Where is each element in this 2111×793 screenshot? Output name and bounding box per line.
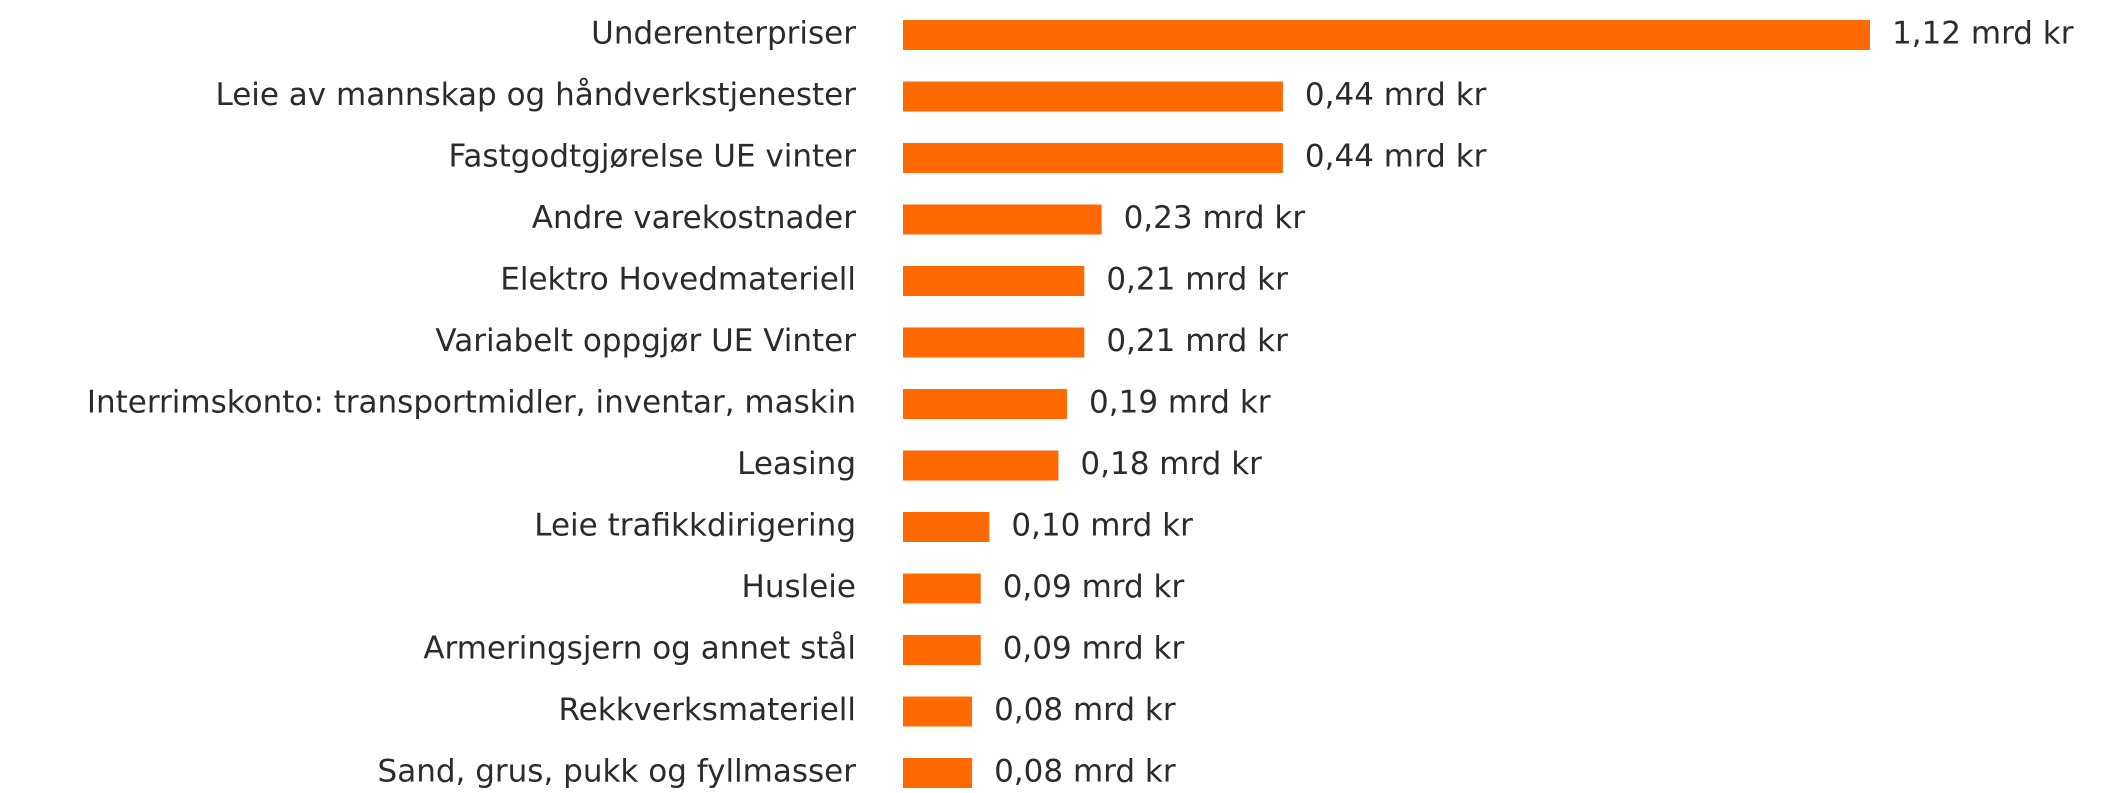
category-label: Husleie [742, 569, 856, 605]
bar [903, 512, 990, 542]
bar [903, 573, 981, 604]
category-label: Fastgodtgjørelse UE vinter [448, 139, 856, 175]
category-label: Underenterpriser [591, 16, 856, 52]
value-label: 0,44 mrd kr [1305, 77, 1487, 113]
value-label: 0,18 mrd kr [1080, 446, 1262, 482]
value-label: 0,10 mrd kr [1011, 508, 1193, 544]
value-label: 0,23 mrd kr [1124, 200, 1306, 236]
value-label: 0,08 mrd kr [994, 692, 1176, 728]
value-label: 0,19 mrd kr [1089, 385, 1271, 421]
category-label: Sand, grus, pukk og fyllmasser [378, 754, 857, 790]
value-label: 0,08 mrd kr [994, 754, 1176, 790]
category-label: Leie av mannskap og håndverkstjenester [215, 77, 856, 113]
bar [903, 450, 1059, 481]
category-label: Armeringsjern og annet stål [423, 631, 856, 667]
bar [903, 758, 973, 788]
bar [903, 81, 1283, 112]
category-label: Rekkverksmateriell [559, 692, 856, 728]
category-label: Andre varekostnader [532, 200, 857, 236]
bar [903, 204, 1102, 235]
value-label: 0,09 mrd kr [1003, 569, 1185, 605]
bar [903, 327, 1085, 358]
bar [903, 635, 981, 665]
value-label: 1,12 mrd kr [1892, 16, 2074, 52]
category-label: Leie trafikkdirigering [534, 508, 856, 544]
bar [903, 389, 1068, 419]
bar [903, 143, 1283, 173]
value-label: 0,44 mrd kr [1305, 139, 1487, 175]
bar [903, 20, 1870, 50]
bar [903, 266, 1085, 296]
value-label: 0,21 mrd kr [1106, 262, 1288, 298]
category-label: Interrimskonto: transportmidler, inventa… [87, 385, 856, 421]
category-label: Variabelt oppgjør UE Vinter [435, 323, 856, 359]
category-label: Leasing [737, 446, 856, 482]
category-label: Elektro Hovedmateriell [500, 262, 856, 298]
value-label: 0,21 mrd kr [1106, 323, 1288, 359]
value-label: 0,09 mrd kr [1003, 631, 1185, 667]
bar [903, 696, 973, 727]
